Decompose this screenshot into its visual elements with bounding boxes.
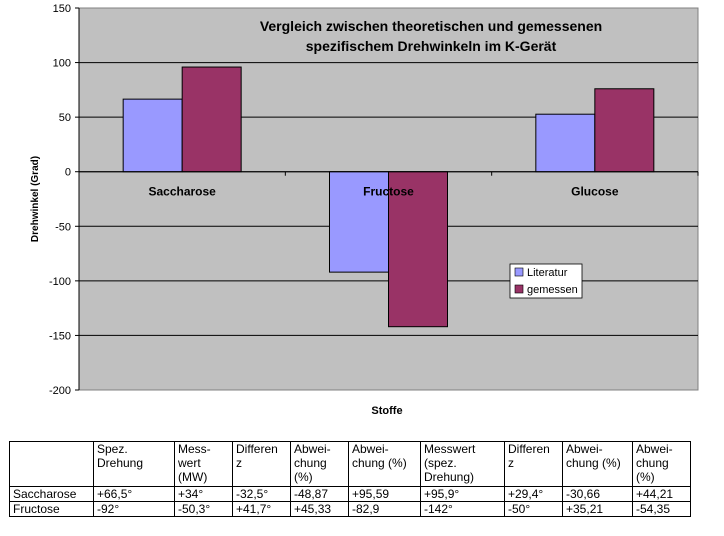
table-cell: -32,5° xyxy=(232,486,291,502)
x-axis-label: Stoffe xyxy=(371,405,402,417)
legend-swatch-literatur xyxy=(514,267,524,277)
y-tick-label: 150 xyxy=(53,3,71,15)
table-cell: Abwei- chung (%) xyxy=(290,441,349,487)
y-tick-label: -150 xyxy=(49,330,71,342)
bar-gemessen-glucose xyxy=(594,88,655,173)
table-cell: Abwei- chung (%) xyxy=(632,441,691,487)
table-cell: Messwert (spez. Drehung) xyxy=(420,441,505,487)
y-tick-label: -100 xyxy=(49,276,71,288)
table-cell: +95,9° xyxy=(420,486,505,502)
y-tick-label: 0 xyxy=(65,167,71,179)
table-cell: Spez. Drehung xyxy=(93,441,175,487)
category-label-fructose: Fructose xyxy=(363,185,414,199)
table-cell: Differen z xyxy=(504,441,563,487)
table-cell xyxy=(9,441,94,487)
table-cell: -92° xyxy=(93,501,175,517)
y-tick-label: -50 xyxy=(55,221,71,233)
table-cell: Abwei- chung (%) xyxy=(562,441,633,487)
category-label-glucose: Glucose xyxy=(571,185,619,199)
table-header-row: Spez. Drehung Mess- wert (MW) Differen z Ab… xyxy=(9,441,691,487)
table-cell: Fructose xyxy=(9,501,94,517)
table-row: Saccharose +66,5° +34° -32,5° -48,87 +95,59 +9… xyxy=(9,486,691,502)
table-cell: +29,4° xyxy=(504,486,563,502)
y-tick-label: -200 xyxy=(49,385,71,397)
table-cell: +35,21 xyxy=(562,501,633,517)
bar-gemessen-fructose xyxy=(388,171,448,328)
bar-literatur-saccharose xyxy=(122,98,183,173)
table-cell: +45,33 xyxy=(290,501,349,517)
y-axis-ticks: 150 100 50 0 -50 -100 -150 -200 xyxy=(49,3,699,397)
bar-literatur-glucose xyxy=(535,113,596,173)
chart-title-line-2: spezifischem Drehwinkeln im K-Gerät xyxy=(306,38,557,54)
table-row: Fructose -92° -50,3° +41,7° +45,33 -82,9 -142°… xyxy=(9,501,691,517)
legend: Literatur gemessen xyxy=(509,263,583,299)
bar-gemessen-saccharose xyxy=(181,66,242,173)
chart: 150 100 50 0 -50 -100 -150 -200 Saccharose Fruct… xyxy=(30,3,699,417)
table-cell: Mess- wert (MW) xyxy=(174,441,233,487)
chart-title-line-1: Vergleich zwischen theoretischen und gem… xyxy=(260,18,602,34)
table-cell: +95,59 xyxy=(348,486,421,502)
table-cell: -82,9 xyxy=(348,501,421,517)
legend-swatch-gemessen xyxy=(514,284,524,294)
legend-label-gemessen: gemessen xyxy=(527,284,578,296)
table-cell: -50,3° xyxy=(174,501,233,517)
table-cell: +44,21 xyxy=(632,486,691,502)
y-axis-label: Drehwinkel (Grad) xyxy=(30,156,41,242)
y-tick-label: 100 xyxy=(53,58,71,70)
category-label-saccharose: Saccharose xyxy=(148,185,216,199)
table-cell: Abwei- chung (%) xyxy=(348,441,421,487)
table-cell: +41,7° xyxy=(232,501,291,517)
table-cell: -30,66 xyxy=(562,486,633,502)
table-cell: -48,87 xyxy=(290,486,349,502)
table-cell: Differen z xyxy=(232,441,291,487)
chart-svg: 150 100 50 0 -50 -100 -150 -200 Saccharose Fruct… xyxy=(30,3,699,417)
table-cell: -142° xyxy=(420,501,505,517)
table-cell: -54,35 xyxy=(632,501,691,517)
y-tick-label: 50 xyxy=(59,112,71,124)
category-labels: Saccharose Fructose Glucose xyxy=(148,185,618,199)
data-table: Spez. Drehung Mess- wert (MW) Differen z Ab… xyxy=(9,441,691,517)
table-cell: -50° xyxy=(504,501,563,517)
table-cell: +34° xyxy=(174,486,233,502)
table-cell: +66,5° xyxy=(93,486,175,502)
table-cell: Saccharose xyxy=(9,486,94,502)
legend-label-literatur: Literatur xyxy=(527,267,568,279)
